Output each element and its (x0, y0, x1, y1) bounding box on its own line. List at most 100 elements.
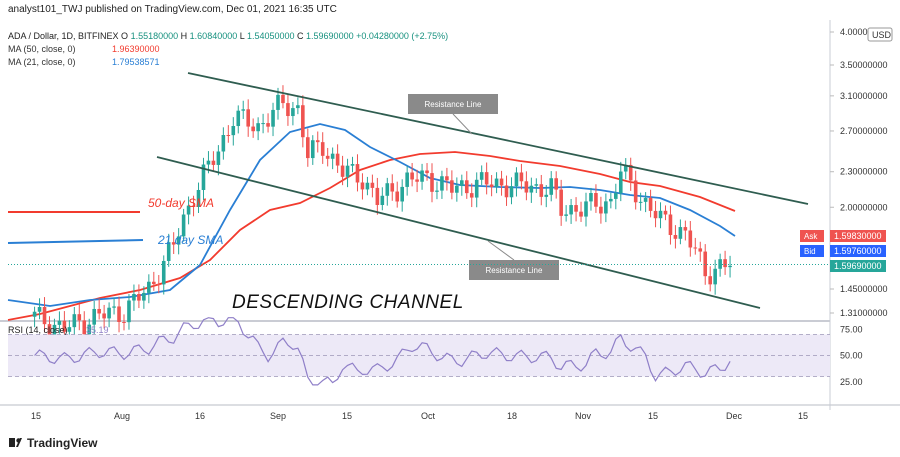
candle-body (648, 197, 653, 211)
candle-body (107, 307, 111, 319)
bid-tag-box (800, 245, 824, 257)
candle-body (291, 108, 295, 117)
ask-price: 1.59830000 (834, 231, 882, 241)
currency-box[interactable] (867, 27, 893, 42)
candle-body (693, 247, 698, 249)
ma21-label: MA (21, close, 0) (8, 57, 76, 67)
candle-body (638, 201, 643, 203)
candle-body (708, 276, 712, 285)
candle-body (723, 259, 727, 268)
candle-body (256, 123, 260, 132)
candle-body (67, 327, 72, 332)
candle-body (216, 151, 221, 165)
candle-body (653, 210, 658, 219)
candle-body (281, 94, 285, 104)
candle-body (594, 193, 598, 207)
high-value: 1.60840000 (190, 31, 238, 41)
candle-body (618, 171, 623, 194)
candle-body (469, 193, 474, 198)
time-tick-label: 16 (195, 411, 205, 421)
candle-body (678, 227, 683, 239)
candle-body (52, 324, 57, 336)
publish-info: analyst101_TWJ published on TradingView.… (8, 4, 337, 15)
ma50-label: MA (50, close, 0) (8, 44, 76, 54)
candle-body (355, 164, 360, 183)
candle-body (117, 306, 121, 322)
tradingview-logo-icon (9, 438, 22, 447)
resistance-label-upper: Resistance Line (425, 100, 482, 109)
last-price: 1.59690000 (834, 261, 882, 271)
tradingview-brand: TradingView (27, 436, 98, 450)
open-value: 1.55180000 (131, 31, 179, 41)
resistance-label-lower-box (469, 260, 559, 280)
candle-body (713, 268, 717, 285)
candle-body (32, 311, 37, 317)
time-tick-label: Nov (575, 411, 592, 421)
candle-body (137, 294, 141, 301)
candle-body (77, 314, 82, 321)
price-tick-label: 1.45000000 (840, 284, 888, 294)
candle-body (375, 187, 380, 205)
price-tick-label: 2.70000000 (840, 126, 888, 136)
candle-body (370, 182, 375, 188)
close-label: C (297, 31, 304, 41)
candle-body (152, 281, 156, 285)
candle-body (310, 140, 315, 159)
candle-body (261, 123, 265, 125)
candle-body (430, 173, 434, 192)
candle-body (604, 201, 608, 214)
resistance-pointer-upper (452, 113, 473, 135)
candle-body (718, 259, 722, 269)
candle-body (226, 135, 231, 137)
candle-body (87, 324, 92, 335)
sma21-label: 21 day SMA (157, 233, 223, 247)
candle-body (360, 182, 365, 190)
sma50-label: 50-day SMA (148, 196, 214, 210)
candle-body (266, 123, 270, 127)
candle-body (589, 193, 593, 202)
price-tick-label: 2.00000000 (840, 202, 888, 212)
candle-body (42, 307, 47, 325)
candle-body (340, 165, 345, 177)
open-label: O (121, 31, 128, 41)
candle-body (127, 300, 131, 323)
candle-body (236, 110, 241, 127)
candle-body (703, 251, 708, 277)
candle-body (221, 135, 226, 152)
candle-body (82, 320, 87, 335)
candle-body (196, 189, 201, 207)
candle-body (112, 306, 116, 308)
candle-body (390, 183, 395, 192)
candles-group (32, 85, 732, 347)
candle-body (464, 180, 469, 194)
candle-body (688, 230, 693, 248)
candle-body (176, 236, 181, 245)
candle-body (62, 320, 67, 332)
candle-body (191, 205, 196, 207)
price-tick-label: 2.30000000 (840, 167, 888, 177)
bid-price: 1.59760000 (834, 246, 882, 256)
rsi-level-label: 25.00 (840, 377, 863, 387)
resistance-pointer-lower (487, 240, 515, 261)
resistance-label-upper-box (408, 94, 498, 114)
candle-body (539, 184, 544, 197)
bid-price-box (830, 245, 886, 257)
candle-body (97, 308, 101, 314)
candle-body (658, 210, 663, 219)
candle-body (524, 181, 529, 193)
bid-label: Bid (804, 247, 816, 256)
candle-body (623, 164, 628, 172)
candle-body (385, 183, 390, 196)
time-tick-label: Aug (114, 411, 130, 421)
price-tick-label: 1.31000000 (840, 308, 888, 318)
rsi-line (34, 317, 731, 386)
candle-body (241, 109, 246, 111)
time-tick-label: 15 (342, 411, 352, 421)
channel-label: DESCENDING CHANNEL (232, 292, 464, 313)
time-tick-label: 18 (507, 411, 517, 421)
high-label: H (181, 31, 188, 41)
candle-body (345, 165, 350, 177)
candle-body (181, 214, 186, 237)
